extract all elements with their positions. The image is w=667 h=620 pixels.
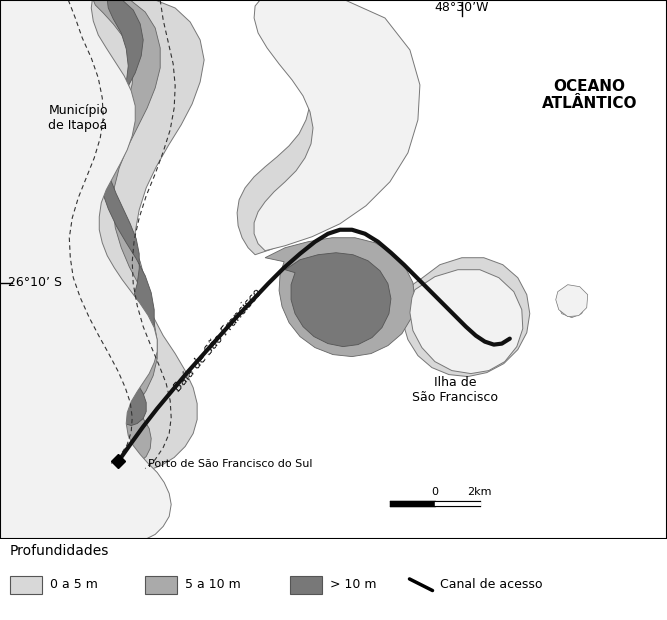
Text: 5 a 10 m: 5 a 10 m: [185, 578, 241, 591]
Text: 0: 0: [432, 487, 438, 497]
Text: OCEANO
ATLÂNTICO: OCEANO ATLÂNTICO: [542, 79, 638, 111]
Polygon shape: [1, 0, 204, 472]
Text: Baía de São Francisco: Baía de São Francisco: [171, 286, 265, 394]
Polygon shape: [93, 0, 160, 466]
Bar: [145, 575, 177, 594]
Polygon shape: [558, 290, 586, 317]
Polygon shape: [265, 237, 415, 356]
Polygon shape: [99, 0, 154, 425]
Text: 26°10’ S: 26°10’ S: [9, 276, 62, 289]
Text: 48°30’W: 48°30’W: [435, 1, 489, 14]
Polygon shape: [285, 253, 391, 347]
Polygon shape: [1, 0, 171, 539]
Bar: [10, 575, 42, 594]
Bar: [290, 575, 322, 594]
Text: Ilha de
São Francisco: Ilha de São Francisco: [412, 376, 498, 404]
Text: > 10 m: > 10 m: [330, 578, 376, 591]
Polygon shape: [556, 285, 588, 317]
Text: 2km: 2km: [468, 487, 492, 497]
Text: Porto de São Francisco do Sul: Porto de São Francisco do Sul: [148, 459, 313, 469]
Text: Profundidades: Profundidades: [10, 544, 109, 559]
Text: 0 a 5 m: 0 a 5 m: [50, 578, 98, 591]
Text: Município
de Itapoá: Município de Itapoá: [48, 104, 108, 132]
Polygon shape: [254, 0, 420, 250]
Polygon shape: [237, 0, 415, 255]
Polygon shape: [410, 270, 523, 374]
Text: Canal de acesso: Canal de acesso: [440, 578, 542, 591]
Polygon shape: [402, 258, 530, 376]
